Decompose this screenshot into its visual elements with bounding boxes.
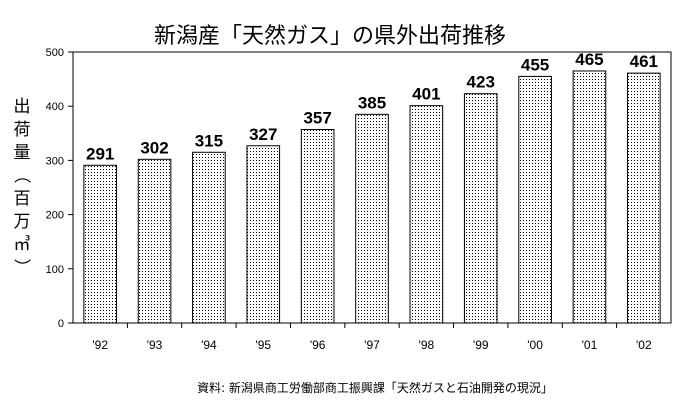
x-ticks: '92 '93 '94 '95 '96 '97 '98 '99 '00 '01 '02 bbox=[92, 323, 652, 352]
y-axis-label-char: 万 bbox=[14, 212, 31, 232]
x-tick-label: '97 bbox=[364, 338, 380, 352]
x-tick-label: '00 bbox=[527, 338, 543, 352]
y-tick-label: 0 bbox=[58, 318, 64, 330]
bar-value-label: 315 bbox=[195, 131, 223, 150]
y-axis-label-char: 百 bbox=[14, 189, 31, 209]
x-tick-label: '94 bbox=[201, 338, 217, 352]
x-tick-label: '95 bbox=[255, 338, 271, 352]
y-axis-label-char: （ bbox=[11, 167, 31, 184]
bar-value-label: 461 bbox=[630, 52, 658, 71]
bar bbox=[83, 164, 117, 324]
bar-value-labels: 291 302 315 327 357 385 401 423 455 465 461 bbox=[86, 50, 658, 163]
bar-value-label: 385 bbox=[358, 93, 386, 112]
bar bbox=[137, 158, 172, 324]
bar-value-label: 302 bbox=[140, 138, 168, 157]
bar-value-label: 455 bbox=[521, 55, 549, 74]
bar bbox=[246, 145, 281, 324]
y-axis-label-char: 荷 bbox=[14, 120, 31, 140]
x-tick-label: '93 bbox=[147, 338, 163, 352]
bar bbox=[409, 105, 444, 324]
x-tick-label: '01 bbox=[582, 338, 598, 352]
x-tick-label: '02 bbox=[636, 338, 652, 352]
y-axis-label-char: ） bbox=[11, 259, 31, 276]
x-tick-label: '96 bbox=[310, 338, 326, 352]
y-ticks: 0 100 200 300 400 500 bbox=[46, 47, 73, 330]
y-tick-label: 100 bbox=[46, 264, 64, 276]
bars bbox=[83, 70, 661, 324]
bar bbox=[627, 72, 661, 324]
x-tick-label: '92 bbox=[92, 338, 108, 352]
y-axis-label-char: ㎥ bbox=[14, 235, 31, 255]
bar-value-label: 327 bbox=[249, 125, 277, 144]
y-axis-label-char: 量 bbox=[14, 143, 31, 163]
y-tick-label: 400 bbox=[46, 101, 64, 113]
y-tick-label: 500 bbox=[46, 47, 64, 59]
bar-value-label: 401 bbox=[412, 85, 440, 104]
x-tick-label: '99 bbox=[473, 338, 489, 352]
bar-value-label: 291 bbox=[86, 144, 114, 163]
bar bbox=[355, 113, 389, 324]
bar bbox=[518, 75, 552, 324]
bar bbox=[300, 129, 335, 324]
y-axis-label-char: 出 bbox=[14, 97, 31, 117]
bar bbox=[192, 151, 226, 324]
x-tick-label: '98 bbox=[419, 338, 435, 352]
bar-value-label: 357 bbox=[303, 109, 331, 128]
source-note: 資料: 新潟県商工労働部商工振興課「天然ガスと石油開発の現況」 bbox=[197, 380, 553, 395]
y-tick-label: 300 bbox=[46, 155, 64, 167]
bar-value-label: 465 bbox=[575, 50, 603, 69]
bar bbox=[463, 93, 498, 324]
y-tick-label: 200 bbox=[46, 210, 64, 222]
bar-value-label: 423 bbox=[467, 73, 495, 92]
chart-title: 新潟産「天然ガス」の県外出荷推移 bbox=[154, 24, 506, 49]
bar bbox=[572, 70, 607, 324]
